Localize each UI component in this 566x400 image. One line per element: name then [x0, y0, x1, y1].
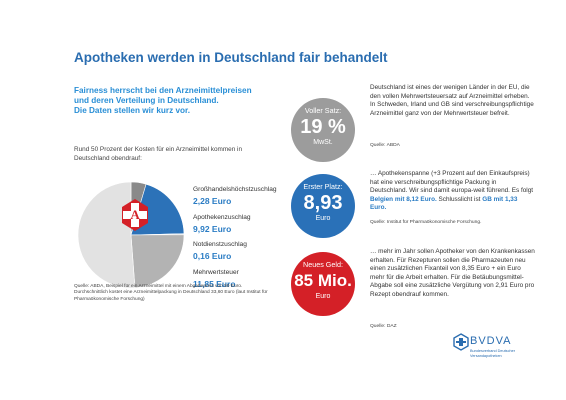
logo-subtitle-line-1: Bundesverband Deutscher — [470, 349, 515, 353]
subhead-line-2: und deren Verteilung in Deutschland. — [74, 96, 219, 105]
legend-value-mwst: 11,85 Euro — [193, 279, 236, 289]
stat-circle-geld-value: 85 Mio. — [294, 271, 352, 290]
stat-text-spanne-b: Schlusslicht ist — [436, 195, 483, 203]
source-note-pie: Quelle: ABDA, Beispiel für ein Arzneimit… — [74, 284, 268, 302]
stat-circle-geld: Neues Geld: 85 Mio. Euro — [291, 252, 355, 316]
logo-subtitle: Bundesverband Deutscher Versandapotheken — [470, 349, 530, 358]
stat-text-geld: … mehr im Jahr sollen Apotheker von den … — [370, 248, 535, 298]
legend-label-mwst: Mehrwertsteuer — [193, 269, 239, 276]
stat-source-geld: Quelle: DAZ — [370, 324, 397, 329]
legend-label-apotheke: Apothekenzuschlag — [193, 214, 251, 221]
stat-text-spanne: … Apothekenspanne (+3 Prozent auf den Ei… — [370, 170, 535, 213]
stat-circle-mwst-top: Voller Satz: — [304, 106, 342, 115]
highlight-belgien: Belgien mit 8,12 Euro. — [370, 195, 437, 203]
stat-source-mwst: Quelle: ABDA — [370, 143, 400, 148]
stat-circle-geld-top: Neues Geld: — [303, 260, 343, 269]
stat-circle-spanne: Erster Platz: 8,93 Euro — [291, 174, 355, 238]
highlight-gb: GB mit 1,33 Euro. — [370, 195, 518, 212]
legend-value-apotheke: 9,92 Euro — [193, 224, 232, 234]
stat-text-spanne-a: … Apothekenspanne (+3 Prozent auf den Ei… — [370, 170, 534, 195]
pie-chart: A — [77, 181, 185, 289]
legend-label-grosshandel: Großhandelshöchstzuschlag — [193, 186, 277, 193]
stat-circle-spanne-unit: Euro — [315, 215, 331, 222]
bvdva-logo-icon — [453, 333, 469, 351]
subheadline: Fairness herrscht bei den Arzneimittelpr… — [74, 86, 294, 116]
stat-circle-mwst-value: 19 % — [300, 116, 346, 138]
pharmacy-logo-icon: A — [122, 199, 148, 231]
logo-name: BVDVA — [470, 335, 512, 347]
svg-text:A: A — [130, 207, 140, 222]
stat-circle-mwst: Voller Satz: 19 % MwSt. — [291, 98, 355, 162]
stat-circle-mwst-unit: MwSt. — [313, 139, 333, 146]
legend-value-notdienst: 0,16 Euro — [193, 251, 232, 261]
stat-circle-geld-unit: Euro — [315, 293, 331, 300]
legend-label-notdienst: Notdienstzuschlag — [193, 241, 247, 248]
legend-value-grosshandel: 2,28 Euro — [193, 196, 232, 206]
stat-circle-spanne-value: 8,93 — [303, 192, 343, 214]
stat-text-mwst: Deutschland ist eines der wenigen Länder… — [370, 84, 534, 117]
subhead-line-3: Die Daten stellen wir kurz vor. — [74, 106, 191, 115]
pie-slice-3 — [130, 234, 185, 289]
stat-circle-spanne-top: Erster Platz: — [303, 182, 343, 191]
page-title: Apotheken werden in Deutschland fair beh… — [74, 50, 388, 65]
stat-source-spanne: Quelle: Institut für Pharmaökonomische F… — [370, 220, 482, 225]
pie-slice-rest — [77, 181, 136, 289]
intro-text: Rund 50 Prozent der Kosten für ein Arzne… — [74, 146, 243, 162]
subhead-line-1: Fairness herrscht bei den Arzneimittelpr… — [74, 86, 252, 95]
logo-subtitle-line-2: Versandapotheken — [470, 353, 502, 358]
